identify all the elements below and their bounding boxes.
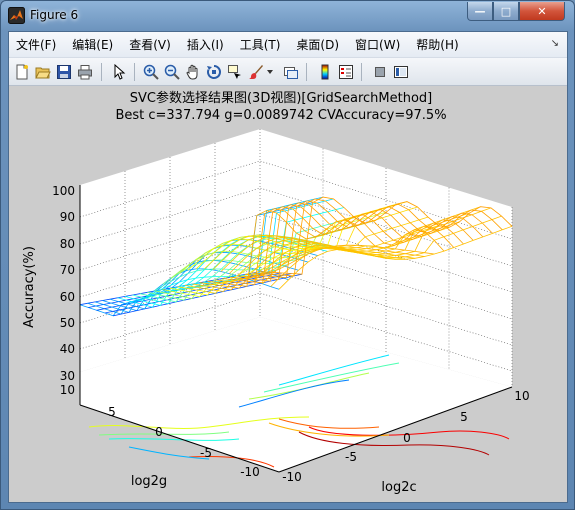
hide-plot-tools-icon[interactable] [370, 62, 390, 82]
contour-line [108, 438, 240, 441]
window-title: Figure 6 [30, 8, 79, 22]
y-tick-label: 0 [155, 425, 163, 439]
y-tick-label: 5 [108, 405, 116, 419]
matlab-logo-icon [8, 7, 25, 24]
x-tick-labels: -10 -5 0 5 10 [282, 389, 529, 484]
contour-line [128, 446, 210, 460]
menu-view[interactable]: 查看(V) [129, 38, 171, 52]
x-axis-label: log2c [381, 480, 416, 495]
contour-line [278, 354, 390, 386]
surface-mesh-line [262, 207, 492, 285]
contour-line [238, 379, 350, 408]
y-tick-label: -5 [200, 446, 212, 460]
y-tick-label: -10 [240, 465, 260, 479]
brush-icon[interactable] [246, 62, 266, 82]
close-icon: ✕ [537, 4, 547, 18]
x-tick-label: -5 [345, 450, 357, 464]
toolbar-separator [306, 63, 307, 81]
plot-title-line2: Best c=337.794 g=0.0089742 CVAccuracy=97… [115, 108, 446, 123]
x-tick-label: 0 [403, 431, 411, 445]
menu-insert[interactable]: 插入(I) [186, 38, 224, 52]
surface-mesh-line [252, 198, 503, 277]
surface-mesh-line [259, 196, 513, 275]
close-button[interactable]: ✕ [519, 2, 565, 21]
minimize-icon: — [474, 4, 486, 18]
z-tick-label: 70 [60, 263, 75, 277]
menu-file[interactable]: 文件(F) [16, 38, 57, 52]
floor-contour-lines [88, 354, 510, 468]
contour-line [188, 456, 275, 468]
menu-tools[interactable]: 工具(T) [239, 38, 281, 52]
menu-bar: 文件(F) 编辑(E) 查看(V) 插入(I) 工具(T) 桌面(D) 窗口(W… [9, 32, 567, 58]
z-tick-label: 100 [52, 184, 75, 198]
figure-client-area: 文件(F) 编辑(E) 查看(V) 插入(I) 工具(T) 桌面(D) 窗口(W… [8, 31, 568, 503]
grid-lines [79, 129, 513, 387]
contour-line [278, 418, 380, 429]
z-tick-label: 10 [60, 383, 75, 397]
maximize-button[interactable]: □ [493, 2, 519, 21]
z-tick-label: 60 [60, 290, 75, 304]
select-arrow-icon[interactable] [109, 62, 129, 82]
contour-line [88, 416, 310, 429]
menu-help[interactable]: 帮助(H) [416, 38, 459, 52]
axis-lines [79, 185, 513, 473]
plot-title-line1: SVC参数选择结果图(3D视图)[GridSearchMethod] [130, 90, 433, 106]
z-tick-label: 50 [60, 316, 75, 330]
accuracy-surface-mesh [79, 196, 513, 317]
brush-dropdown-icon[interactable] [264, 62, 276, 82]
zoom-in-icon[interactable] [141, 62, 161, 82]
surface-mesh-line [278, 225, 513, 290]
axes-floor [80, 317, 512, 472]
menu-window[interactable]: 窗口(W) [355, 38, 401, 52]
rotate-3d-icon[interactable] [204, 62, 224, 82]
z-tick-label: 30 [60, 369, 75, 383]
show-plot-tools-icon[interactable] [391, 62, 411, 82]
legend-icon[interactable] [336, 62, 356, 82]
z-tick-label: 90 [60, 210, 75, 224]
contour-line [268, 422, 390, 437]
contour-line [308, 426, 510, 440]
y-tick-labels: -10 -5 0 5 [108, 405, 260, 479]
axes-background [80, 129, 512, 387]
pan-hand-icon[interactable] [183, 62, 203, 82]
toolbar-separator [134, 63, 135, 81]
open-file-icon[interactable] [33, 62, 53, 82]
x-tick-label: -10 [282, 470, 302, 484]
z-axis-label: Accuracy(%) [22, 246, 37, 328]
new-figure-icon[interactable] [12, 62, 32, 82]
y-axis-label: log2g [131, 474, 167, 489]
toolbar-separator [101, 63, 102, 81]
menu-edit[interactable]: 编辑(E) [72, 38, 114, 52]
surface-mesh-line [244, 200, 493, 279]
title-bar[interactable]: Figure 6 — □ ✕ [1, 1, 574, 31]
maximize-icon: □ [500, 4, 512, 18]
link-plot-icon[interactable] [281, 62, 301, 82]
save-icon[interactable] [54, 62, 74, 82]
menu-desktop[interactable]: 桌面(D) [296, 38, 340, 52]
minimize-button[interactable]: — [467, 2, 493, 21]
surface-mesh-line [229, 204, 474, 282]
z-tick-label: 80 [60, 237, 75, 251]
x-tick-label: 5 [460, 410, 468, 424]
toolbar-separator [361, 63, 362, 81]
z-tick-label: 40 [60, 342, 75, 356]
x-tick-label: 10 [514, 389, 529, 403]
contour-line [298, 431, 490, 456]
menu-overflow-icon[interactable]: ↘ [550, 38, 559, 49]
data-cursor-icon[interactable] [225, 62, 245, 82]
print-icon[interactable] [75, 62, 95, 82]
zoom-out-icon[interactable] [162, 62, 182, 82]
figure-toolbar [9, 58, 567, 86]
colorbar-icon[interactable] [315, 62, 335, 82]
contour-line [263, 362, 400, 393]
surface-mesh-line [270, 215, 502, 287]
plot-area[interactable]: 100 90 80 70 60 50 40 30 10 -10 -5 0 5 10 -10 -5 0 5 SV… [9, 87, 567, 502]
